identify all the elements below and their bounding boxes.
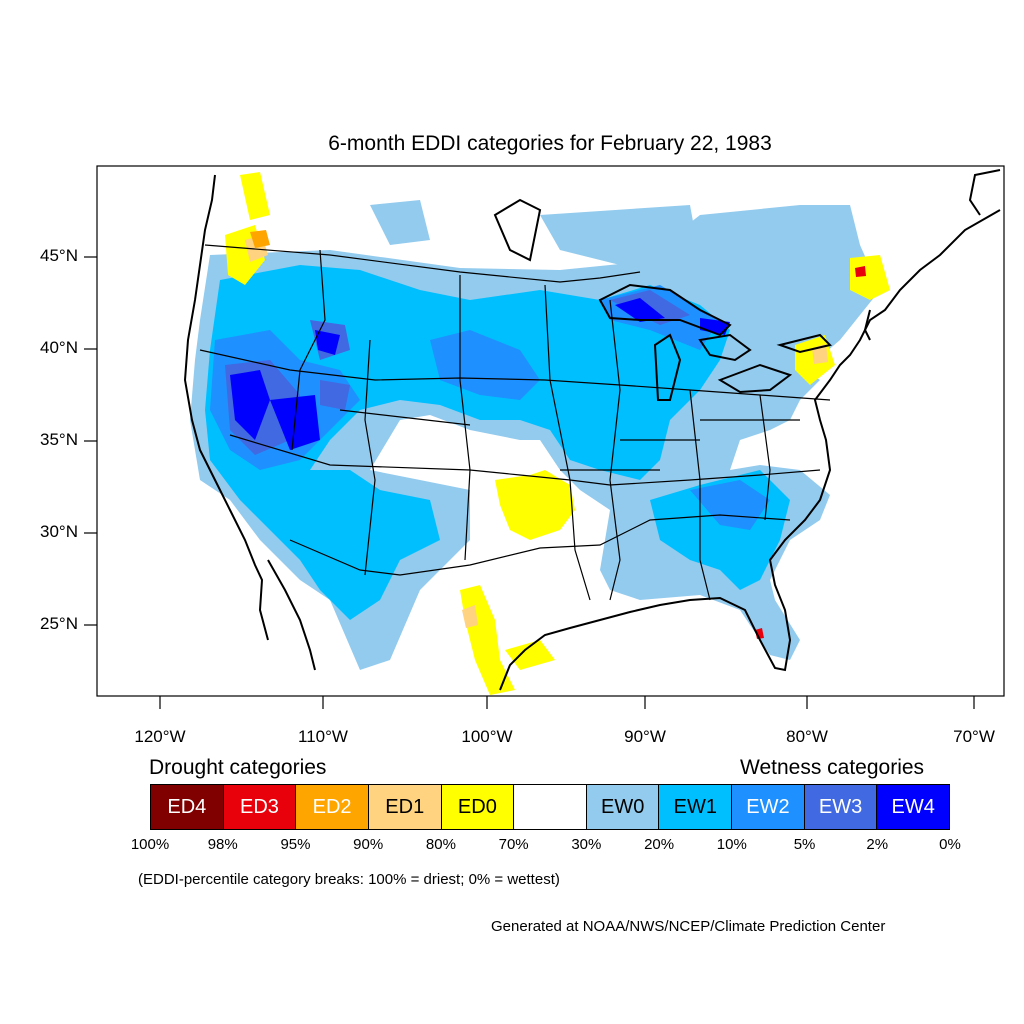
legend-cell-ew4: EW4	[877, 785, 950, 829]
lon-label-90: 90°W	[624, 727, 666, 746]
legend-cell-ed0: ED0	[441, 785, 515, 829]
legend-break-label: 2%	[866, 836, 889, 853]
eddi-field	[183, 169, 1001, 695]
lon-label-110: 110°W	[298, 727, 348, 746]
legend-cell-ed3: ED3	[223, 785, 297, 829]
legend-cell-ed1: ED1	[368, 785, 442, 829]
legend-cell-ew3: EW3	[804, 785, 878, 829]
legend-cell-ew1: EW1	[659, 785, 733, 829]
legend-break-label: 5%	[793, 836, 816, 853]
wetness-heading: Wetness categories	[740, 756, 925, 779]
category-note: (EDDI-percentile category breaks: 100% =…	[138, 871, 560, 888]
lon-label-80: 80°W	[786, 727, 828, 746]
lat-label-35: 35°N	[40, 430, 78, 449]
lat-label-45: 45°N	[40, 246, 78, 265]
category-legend: ED4 ED3 ED2 ED1 ED0 EW0 EW1 EW2 EW3 EW4	[150, 784, 950, 830]
legend-break-label: 20%	[644, 836, 675, 853]
ed0-region-oklahoma	[495, 470, 575, 540]
legend-cell-ed2: ED2	[296, 785, 369, 829]
lat-label-25: 25°N	[40, 614, 78, 633]
ew2-region	[210, 285, 770, 530]
ed0-region-texas-coast	[460, 585, 555, 695]
map-title: 6-month EDDI categories for February 22,…	[328, 132, 772, 155]
legend-break-label: 95%	[280, 836, 311, 853]
legend-break-label: 30%	[571, 836, 602, 853]
legend-cell-ew0: EW0	[586, 785, 660, 829]
ew0-region-north	[370, 200, 860, 265]
great-lakes	[493, 198, 832, 401]
lat-label-30: 30°N	[40, 522, 78, 541]
legend-break-label: 70%	[498, 836, 529, 853]
legend-cell-ew2: EW2	[732, 785, 805, 829]
drought-heading: Drought categories	[149, 756, 327, 779]
state-borders	[199, 244, 831, 601]
legend-break-label: 80%	[425, 836, 456, 853]
map-frame	[96, 165, 1005, 697]
lon-label-70: 70°W	[953, 727, 995, 746]
ed2-region	[250, 230, 270, 248]
coastline	[183, 169, 1001, 691]
ew3-region	[225, 290, 690, 455]
legend-cell-ed4: ED4	[151, 785, 224, 829]
lat-label-40: 40°N	[40, 338, 78, 357]
lon-label-120: 120°W	[134, 727, 186, 746]
lon-label-100: 100°W	[461, 727, 513, 746]
legend-break-label: 100%	[130, 836, 170, 853]
map-ticks	[84, 256, 975, 709]
credit-line: Generated at NOAA/NWS/NCEP/Climate Predi…	[491, 918, 886, 935]
legend-break-label: 98%	[207, 836, 238, 853]
legend-break-label: 0%	[939, 836, 961, 853]
legend-break-label: 10%	[716, 836, 747, 853]
legend-cell-normal	[514, 785, 587, 829]
legend-break-label: 90%	[353, 836, 384, 853]
